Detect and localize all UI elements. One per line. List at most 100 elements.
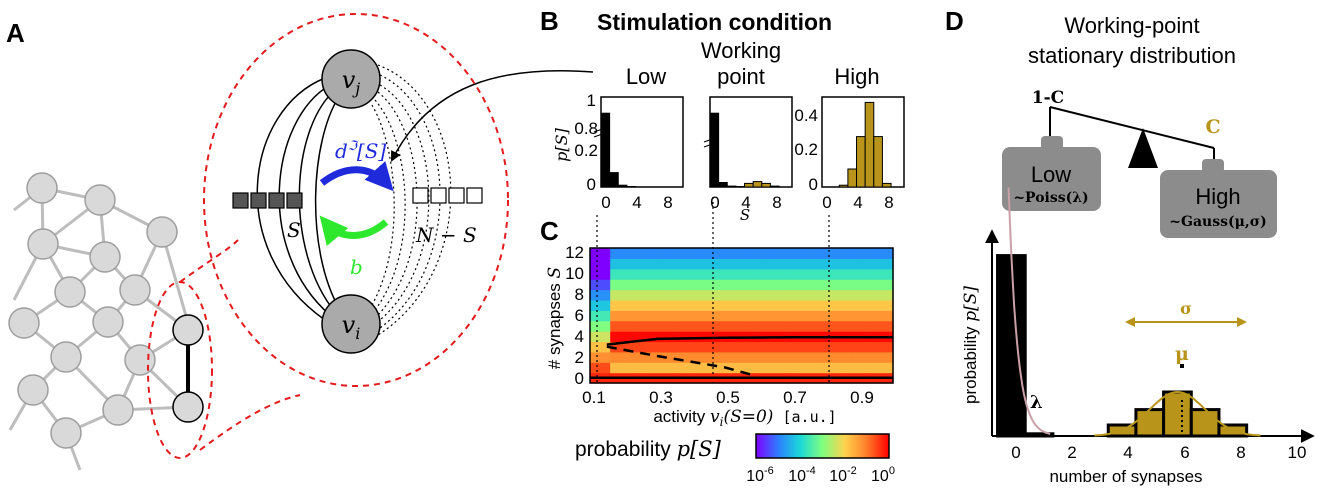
heatmap-cell bbox=[792, 351, 803, 363]
heatmap-cell bbox=[832, 268, 844, 280]
heatmap-cell bbox=[590, 362, 601, 374]
neuron-vj bbox=[321, 49, 381, 109]
heatmap-cell bbox=[852, 351, 864, 363]
heatmap-cell bbox=[670, 299, 682, 311]
low-xtick-4: 4 bbox=[632, 193, 641, 212]
d-xtick-2: 2 bbox=[1067, 443, 1076, 462]
heatmap-cell bbox=[832, 320, 844, 332]
heatmap-cell bbox=[852, 362, 864, 374]
condition-low-label: Low bbox=[626, 64, 666, 89]
heatmap-cell bbox=[610, 248, 621, 259]
heatmap-cell bbox=[882, 258, 894, 270]
heatmap-cell bbox=[812, 248, 823, 259]
heatmap-cell bbox=[822, 341, 833, 353]
histogram-bar bbox=[769, 185, 780, 188]
heatmap-cell bbox=[832, 289, 844, 301]
heatmap-cell bbox=[882, 310, 894, 322]
heatmap-cell bbox=[852, 268, 864, 280]
d-xtick-10: 10 bbox=[1288, 443, 1307, 462]
heatmap-cell bbox=[721, 268, 732, 280]
heatmap-cell bbox=[701, 341, 712, 353]
heatmap-cell bbox=[660, 268, 672, 280]
heatmap-cell bbox=[600, 320, 611, 332]
heatmap-cell bbox=[660, 310, 672, 322]
heatmap-cell bbox=[751, 341, 763, 353]
heatmap-cell bbox=[781, 362, 793, 374]
heatmap-cell bbox=[822, 279, 833, 291]
heatmap-cell bbox=[691, 248, 702, 259]
heatmap-cell bbox=[771, 320, 783, 332]
heatmap-cell bbox=[761, 279, 773, 291]
heatmap-cell bbox=[670, 320, 682, 332]
sigma-label: σ bbox=[1180, 299, 1192, 318]
c-xlabel: activity vi(S=0) [a.u.] bbox=[653, 407, 836, 429]
heatmap-cell bbox=[822, 362, 833, 374]
heatmap-cell bbox=[781, 289, 793, 301]
c-ytick-12: 12 bbox=[565, 243, 584, 262]
box-low-label: Low bbox=[1031, 162, 1071, 187]
heatmap-cell bbox=[640, 341, 652, 353]
label-S: S bbox=[287, 218, 301, 242]
heatmap-cell bbox=[792, 310, 803, 322]
synapse-inactive bbox=[448, 187, 465, 204]
heatmap-cell bbox=[842, 351, 854, 363]
box-high-sub: ~Gauss(μ,σ) bbox=[1169, 214, 1266, 230]
high-xtick-0: 0 bbox=[822, 193, 831, 212]
c-xtick-01: 0.1 bbox=[582, 388, 606, 407]
heatmap-cell bbox=[711, 289, 722, 301]
heatmap-cell bbox=[711, 351, 722, 363]
heatmap-cell bbox=[741, 268, 753, 280]
heatmap-cell bbox=[882, 341, 894, 353]
label-N-minus-S: N − S bbox=[415, 223, 477, 247]
stable-branch-upper bbox=[606, 336, 893, 346]
heatmap-cell bbox=[640, 268, 652, 280]
synapse-inactive bbox=[412, 187, 429, 204]
condition-working-label: Working point bbox=[701, 38, 781, 89]
heatmap-cell bbox=[630, 320, 642, 332]
network-node bbox=[124, 344, 156, 376]
condition-high-label: High bbox=[834, 64, 879, 89]
heatmap-cell bbox=[802, 320, 813, 332]
weight-left-label: 1-C bbox=[1032, 88, 1064, 108]
heatmap-cell bbox=[711, 268, 722, 280]
distribution-bar bbox=[1134, 408, 1166, 438]
network-node bbox=[119, 274, 151, 306]
heatmap-cell bbox=[640, 320, 652, 332]
gauss-fit bbox=[1094, 390, 1261, 437]
heatmap-cell bbox=[842, 268, 854, 280]
heatmap-cell bbox=[630, 248, 642, 259]
heatmap-cell bbox=[600, 248, 611, 259]
heatmap-cell bbox=[711, 362, 722, 374]
decay-arrow bbox=[319, 215, 389, 247]
heatmap-cell bbox=[802, 258, 813, 270]
heatmap-cell bbox=[761, 362, 773, 374]
histogram-bar bbox=[838, 184, 849, 188]
d-xtick-0: 0 bbox=[1011, 443, 1020, 462]
heatmap-cell bbox=[761, 289, 773, 301]
heatmap-cell bbox=[620, 289, 631, 301]
heatmap-cell bbox=[852, 320, 864, 332]
heatmap-cell bbox=[691, 268, 702, 280]
heatmap-cell bbox=[590, 310, 601, 322]
heatmap-cell bbox=[731, 310, 743, 322]
heatmap-cell bbox=[872, 289, 884, 301]
heatmap-cell bbox=[832, 299, 844, 311]
heatmap-cell bbox=[781, 248, 793, 259]
heatmap-cell bbox=[711, 299, 722, 311]
heatmap-cell bbox=[691, 258, 702, 270]
heatmap-cell bbox=[600, 279, 611, 291]
heatmap-cell bbox=[660, 258, 672, 270]
heatmap-cell bbox=[680, 351, 692, 363]
heatmap-cell bbox=[812, 310, 823, 322]
box-low-sub: ~Poiss(λ) bbox=[1013, 190, 1088, 206]
panel-label-d: D bbox=[945, 6, 964, 36]
zoom-ellipse-large bbox=[203, 13, 509, 387]
heatmap-cell bbox=[640, 331, 652, 343]
low-ytick-0: 0 bbox=[587, 175, 596, 194]
heatmap-cell bbox=[842, 248, 854, 259]
heatmap-cell bbox=[822, 258, 833, 270]
heatmap-cell bbox=[670, 351, 682, 363]
heatmap-cell bbox=[691, 351, 702, 363]
network-node bbox=[54, 276, 86, 308]
heatmap-cell bbox=[610, 268, 621, 280]
